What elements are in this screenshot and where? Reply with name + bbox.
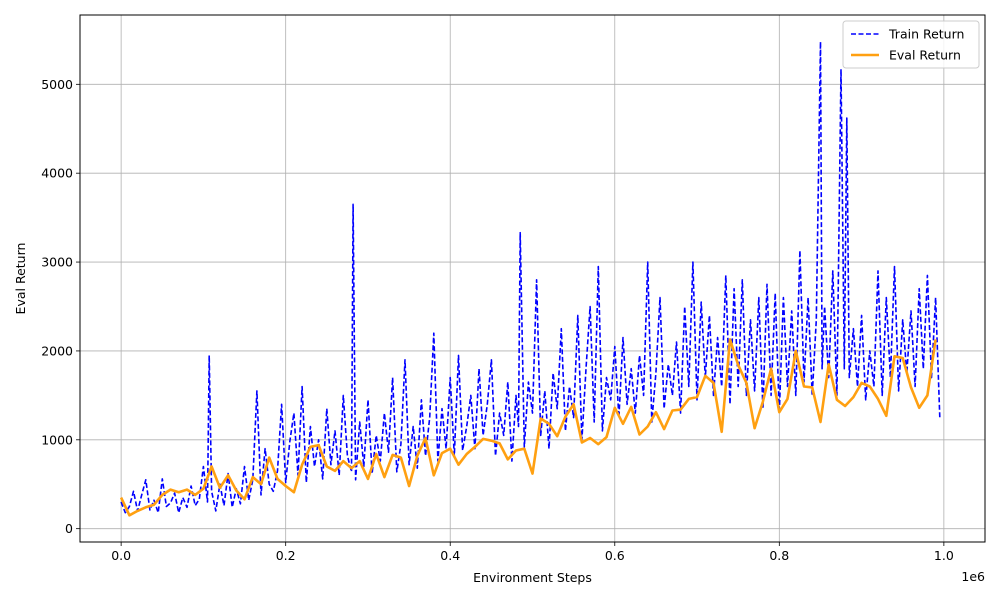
x-tick-label: 0.2	[276, 548, 296, 563]
y-tick-label: 3000	[41, 255, 73, 270]
plot-area	[119, 40, 941, 517]
y-ticks: 0 1000 2000 3000 4000 5000	[41, 77, 80, 536]
axes-frame	[79, 14, 986, 543]
y-tick-label: 2000	[41, 343, 73, 358]
x-tick-label: 0.0	[111, 548, 131, 563]
x-tick-label: 0.8	[769, 548, 789, 563]
x-offset-label: 1e6	[961, 569, 985, 584]
x-tick-label: 0.6	[605, 548, 625, 563]
grid	[80, 15, 985, 542]
series-line-eval-return	[119, 338, 937, 517]
y-axis-label: Eval Return	[13, 243, 28, 315]
legend-entry-label: Train Return	[888, 27, 964, 42]
legend-entry-label: Eval Return	[889, 48, 961, 63]
y-tick-label: 0	[65, 521, 73, 536]
x-tick-label: 0.4	[440, 548, 460, 563]
y-tick-label: 4000	[41, 166, 73, 181]
series-line-train-return	[120, 40, 941, 514]
x-tick-label: 1.0	[934, 548, 954, 563]
y-tick-label: 1000	[41, 432, 73, 447]
legend: Train Return Eval Return	[842, 20, 980, 69]
x-ticks: 0.0 0.2 0.4 0.6 0.8 1.0	[111, 542, 954, 563]
x-axis-label: Environment Steps	[473, 570, 592, 585]
y-tick-label: 5000	[41, 77, 73, 92]
